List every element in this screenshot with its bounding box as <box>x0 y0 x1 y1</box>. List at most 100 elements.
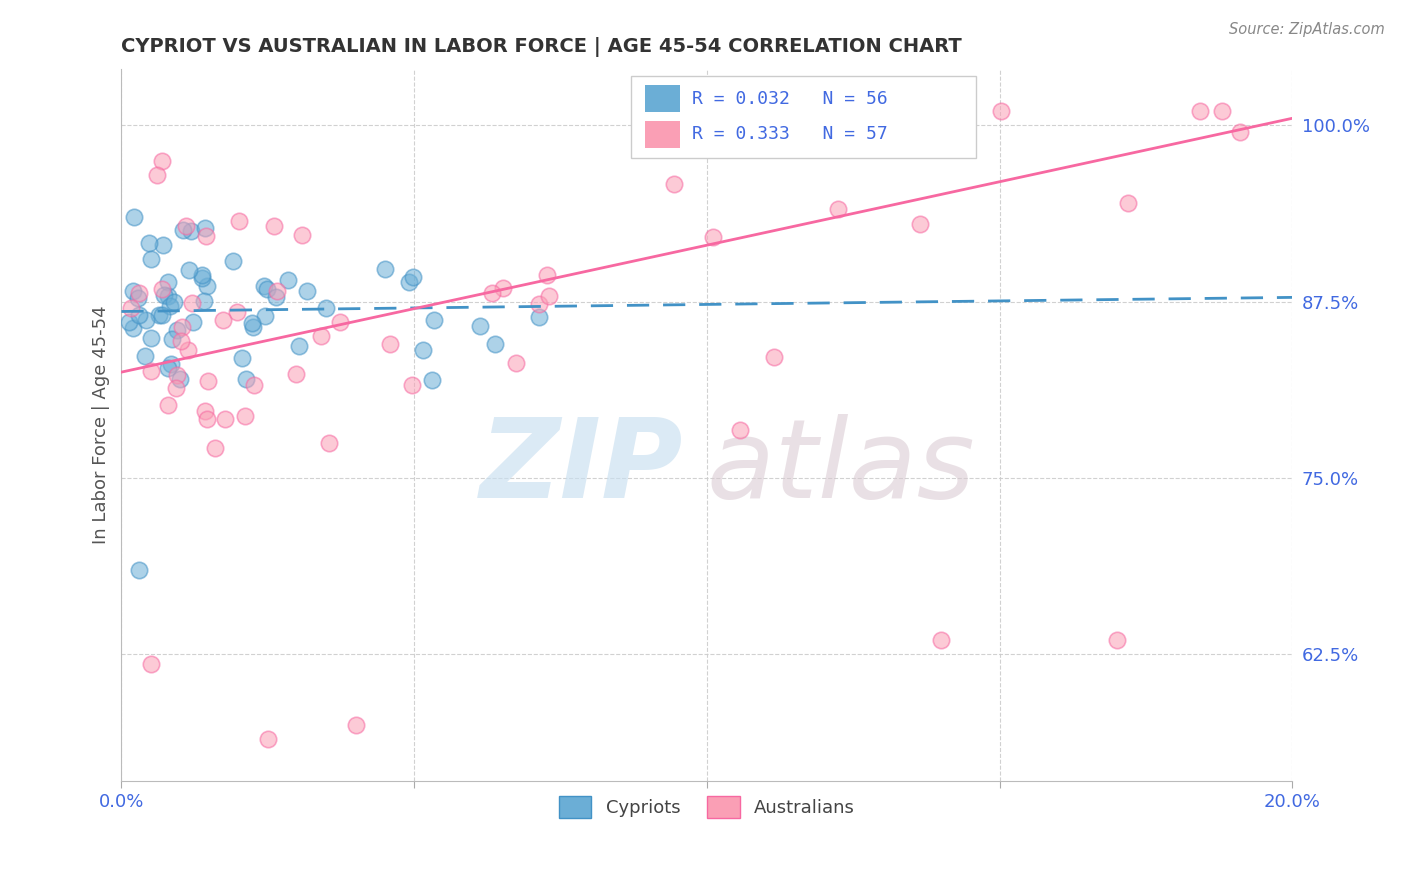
Point <box>1105 632 1128 647</box>
Point <box>159 299 181 313</box>
Point <box>139 657 162 671</box>
Point <box>157 398 180 412</box>
Point <box>527 310 550 324</box>
Point <box>122 321 145 335</box>
Point <box>169 372 191 386</box>
Point <box>222 253 245 268</box>
Point <box>827 202 849 216</box>
Legend: Cypriots, Australians: Cypriots, Australians <box>551 789 862 825</box>
Point <box>481 285 503 300</box>
Point <box>148 309 170 323</box>
Point <box>166 323 188 337</box>
Point <box>118 315 141 329</box>
Point <box>990 104 1012 119</box>
Bar <box>645 86 681 112</box>
Point <box>135 313 157 327</box>
Point <box>194 221 217 235</box>
Point <box>538 289 561 303</box>
Point <box>172 319 194 334</box>
Point <box>235 372 257 386</box>
Point <box>702 229 724 244</box>
Point <box>233 409 256 423</box>
Point <box>422 373 444 387</box>
Point <box>197 278 219 293</box>
Point <box>505 356 527 370</box>
Text: CYPRIOT VS AUSTRALIAN IN LABOR FORCE | AGE 45-54 CORRELATION CHART: CYPRIOT VS AUSTRALIAN IN LABOR FORCE | A… <box>121 37 962 57</box>
Point <box>242 320 264 334</box>
Point <box>929 632 952 647</box>
Point <box>157 289 180 303</box>
Point <box>318 436 340 450</box>
Point <box>277 273 299 287</box>
Point <box>180 295 202 310</box>
Bar <box>645 121 681 148</box>
Point <box>138 236 160 251</box>
Point <box>253 278 276 293</box>
Point <box>166 368 188 383</box>
Point <box>191 271 214 285</box>
Point <box>228 213 250 227</box>
Point <box>225 305 247 319</box>
Point <box>157 276 180 290</box>
Text: R = 0.333   N = 57: R = 0.333 N = 57 <box>692 126 887 144</box>
Point <box>423 313 446 327</box>
Point <box>654 111 676 125</box>
Point <box>291 228 314 243</box>
Point <box>193 294 215 309</box>
Point <box>263 219 285 234</box>
Point <box>664 178 686 192</box>
Point <box>139 331 162 345</box>
Point <box>128 562 150 576</box>
Y-axis label: In Labor Force | Age 45-54: In Labor Force | Age 45-54 <box>93 306 110 544</box>
Point <box>297 284 319 298</box>
Point <box>484 336 506 351</box>
Point <box>344 717 367 731</box>
Point <box>195 411 218 425</box>
Point <box>1211 104 1233 119</box>
Point <box>163 295 186 310</box>
Point <box>128 308 150 322</box>
Point <box>529 297 551 311</box>
Point <box>177 262 200 277</box>
Point <box>412 343 434 358</box>
Point <box>128 286 150 301</box>
Point <box>762 350 785 364</box>
Point <box>145 168 167 182</box>
Point <box>120 301 142 315</box>
Point <box>121 284 143 298</box>
Text: R = 0.032   N = 56: R = 0.032 N = 56 <box>692 90 887 108</box>
Point <box>122 210 145 224</box>
Text: atlas: atlas <box>707 414 976 521</box>
Point <box>139 252 162 266</box>
Point <box>1189 104 1212 119</box>
Point <box>401 378 423 392</box>
Point <box>211 313 233 327</box>
Point <box>174 219 197 233</box>
Point <box>470 319 492 334</box>
Point <box>134 349 156 363</box>
Point <box>170 334 193 348</box>
Point <box>492 281 515 295</box>
Point <box>374 261 396 276</box>
Point <box>197 374 219 388</box>
Point <box>315 301 337 315</box>
Point <box>180 224 202 238</box>
Point <box>536 268 558 283</box>
Point <box>160 357 183 371</box>
Point <box>162 332 184 346</box>
Point <box>139 364 162 378</box>
Point <box>329 315 352 329</box>
Point <box>191 268 214 283</box>
Point <box>256 731 278 746</box>
Point <box>266 284 288 298</box>
Point <box>243 378 266 392</box>
Point <box>214 412 236 426</box>
Point <box>231 351 253 365</box>
Text: Source: ZipAtlas.com: Source: ZipAtlas.com <box>1229 22 1385 37</box>
Point <box>240 316 263 330</box>
Point <box>204 442 226 456</box>
Point <box>288 339 311 353</box>
Point <box>398 275 420 289</box>
Point <box>256 282 278 296</box>
Point <box>152 238 174 252</box>
